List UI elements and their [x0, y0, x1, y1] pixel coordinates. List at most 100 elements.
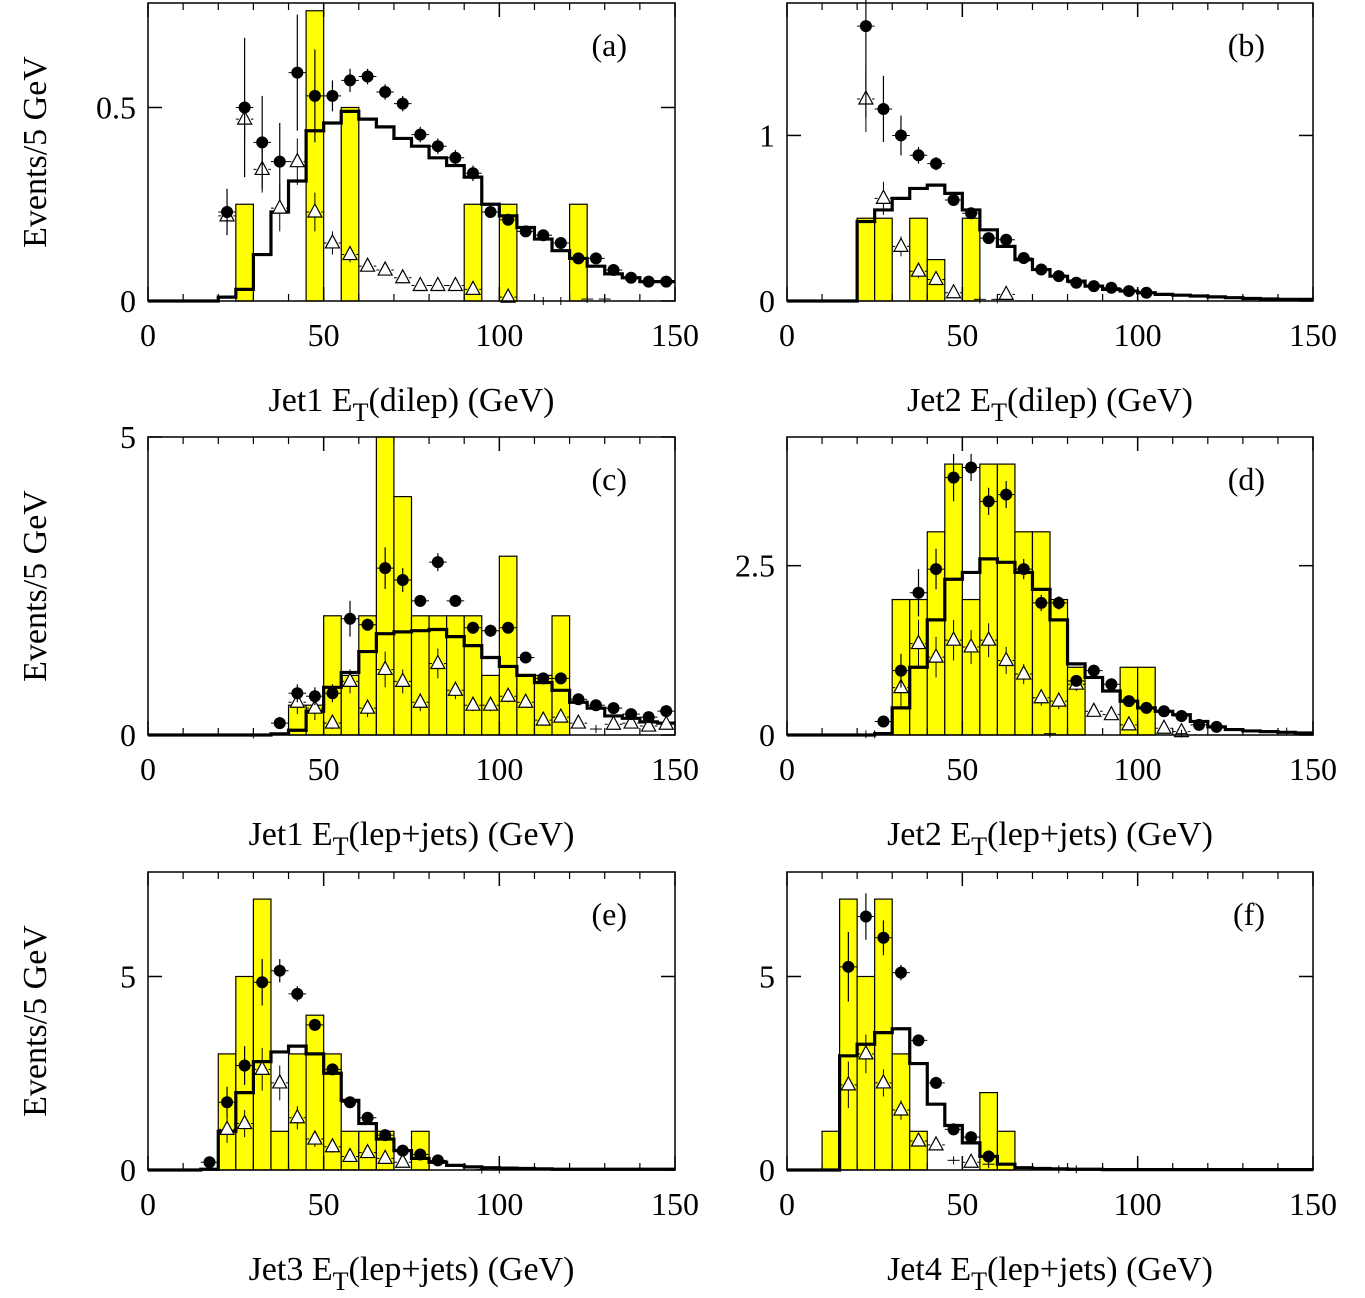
x-axis-title: Jet4 ET(lep+jets) (GeV) [887, 1251, 1213, 1296]
filled-circle-point [344, 74, 357, 87]
panel-d: 0 50 100 150 0 2.5 (d) Jet2 ET(lep+jets) (GeV) [735, 436, 1337, 861]
filled-circle-point [1052, 596, 1065, 609]
x-axis-title-main: Jet3 E [249, 1251, 333, 1288]
plot-frame [147, 871, 676, 1171]
filled-circle-point [396, 1144, 409, 1157]
y-tick-label: 2.5 [735, 548, 775, 584]
filled-circle-point [1210, 720, 1223, 733]
filled-circle-point [361, 618, 374, 631]
filled-circle-point [273, 964, 286, 977]
filled-circle-point [912, 1034, 925, 1047]
filled-circle-point [930, 1076, 943, 1089]
x-tick-label: 0 [140, 751, 156, 787]
x-axis-title: Jet2 ET(dilep) (GeV) [907, 382, 1193, 427]
data-bar [270, 1130, 290, 1171]
open-triangle-point [306, 1129, 323, 1145]
open-triangle-point [271, 1073, 288, 1089]
x-tick-label: 0 [140, 1186, 156, 1222]
open-triangle-point [377, 660, 394, 676]
open-triangle-point [342, 1147, 359, 1163]
data-bar [909, 217, 928, 302]
filled-circle-point [1087, 664, 1100, 677]
open-triangle-point [1050, 691, 1067, 707]
open-triangle-point [605, 715, 622, 730]
filled-circle-point [1105, 678, 1118, 691]
panel-e: 0 50 100 150 0 5 (e) Jet3 ET(lep+jets) (GeV) Eve… [17, 871, 699, 1296]
x-tick-label: 50 [308, 1186, 340, 1222]
filled-circle-point [1087, 280, 1100, 293]
data-bar [961, 217, 981, 302]
open-triangle-point [429, 276, 446, 292]
open-triangle-point [910, 261, 927, 277]
x-tick-label: 150 [1289, 1186, 1337, 1222]
open-triangle-point [324, 713, 341, 729]
x-tick-label: 50 [946, 751, 978, 787]
model-histogram [148, 627, 675, 737]
data-bar [446, 615, 465, 736]
filled-circle-point [1122, 695, 1135, 708]
plot-frame [786, 871, 1314, 1171]
filled-circle-point [449, 151, 462, 164]
open-triangle-point [412, 692, 429, 708]
x-tick-label: 150 [1289, 751, 1337, 787]
data-bar [944, 463, 963, 736]
plot-frame [786, 2, 1314, 302]
open-triangle-point [342, 672, 359, 687]
open-triangle-point [623, 713, 640, 729]
open-triangle-point [447, 276, 464, 292]
filled-circle-point [537, 672, 550, 685]
filled-circle-point [273, 717, 286, 730]
open-triangle-point [1120, 715, 1137, 731]
filled-circle-point [273, 155, 286, 168]
x-axis-title-sub: T [971, 1267, 987, 1296]
filled-circle-point [660, 705, 673, 718]
x-tick-label: 100 [475, 317, 523, 353]
filled-circle-point [894, 129, 907, 142]
open-triangle-point [236, 1114, 253, 1130]
filled-circle-point [877, 715, 890, 728]
y-tick-label: 5 [120, 958, 136, 994]
y-axis-title: Events/5 GeV [17, 490, 54, 682]
filled-circle-point [930, 157, 943, 170]
filled-circle-point [607, 264, 620, 277]
open-triangle-point [892, 237, 909, 252]
open-triangle-point [535, 710, 552, 726]
filled-circle-point [502, 621, 515, 634]
open-triangle-point [998, 651, 1015, 667]
x-tick-label: 0 [140, 317, 156, 353]
x-axis-title-rest: (lep+jets) (GeV) [987, 1251, 1213, 1288]
filled-circle-point [1017, 563, 1030, 576]
x-tick-label: 150 [1289, 317, 1337, 353]
filled-circle-point [238, 1059, 251, 1072]
x-axis-title-main: Jet1 E [249, 816, 333, 853]
panel-c: 0 50 100 150 0 5 (c) Jet1 ET(lep+jets) (GeV) Eve… [17, 419, 699, 861]
filled-circle-point [607, 702, 620, 715]
filled-circle-point [1052, 270, 1065, 283]
filled-circle-point [466, 621, 479, 634]
filled-circle-point [1000, 233, 1013, 246]
x-axis-title-rest: (lep+jets) (GeV) [987, 816, 1213, 853]
filled-circle-point [642, 275, 655, 288]
filled-circle-point [965, 207, 978, 220]
filled-circle-point [982, 232, 995, 245]
filled-circle-point [877, 931, 890, 944]
filled-circle-point [1070, 276, 1083, 289]
panel-f: 0 50 100 150 0 5 (f) Jet4 ET(lep+jets) (GeV) [759, 871, 1337, 1296]
open-triangle-point [1155, 718, 1172, 734]
filled-circle-point [572, 252, 585, 265]
filled-circle-point [203, 1156, 216, 1169]
filled-circle-point [1070, 674, 1083, 687]
filled-circle-point [554, 672, 567, 685]
filled-circle-point [1157, 705, 1170, 718]
open-triangle-point [394, 1152, 411, 1168]
data-bar [961, 598, 981, 736]
data-bar [498, 555, 518, 736]
filled-circle-point [291, 687, 304, 700]
open-triangle-point [359, 1143, 376, 1159]
x-axis-title: Jet2 ET(lep+jets) (GeV) [887, 816, 1213, 861]
filled-circle-point [361, 1111, 374, 1124]
filled-circle-point [625, 271, 638, 284]
open-triangle-point [324, 1137, 341, 1153]
y-tick-label: 0 [759, 1152, 775, 1188]
open-triangle-point [892, 1100, 909, 1116]
